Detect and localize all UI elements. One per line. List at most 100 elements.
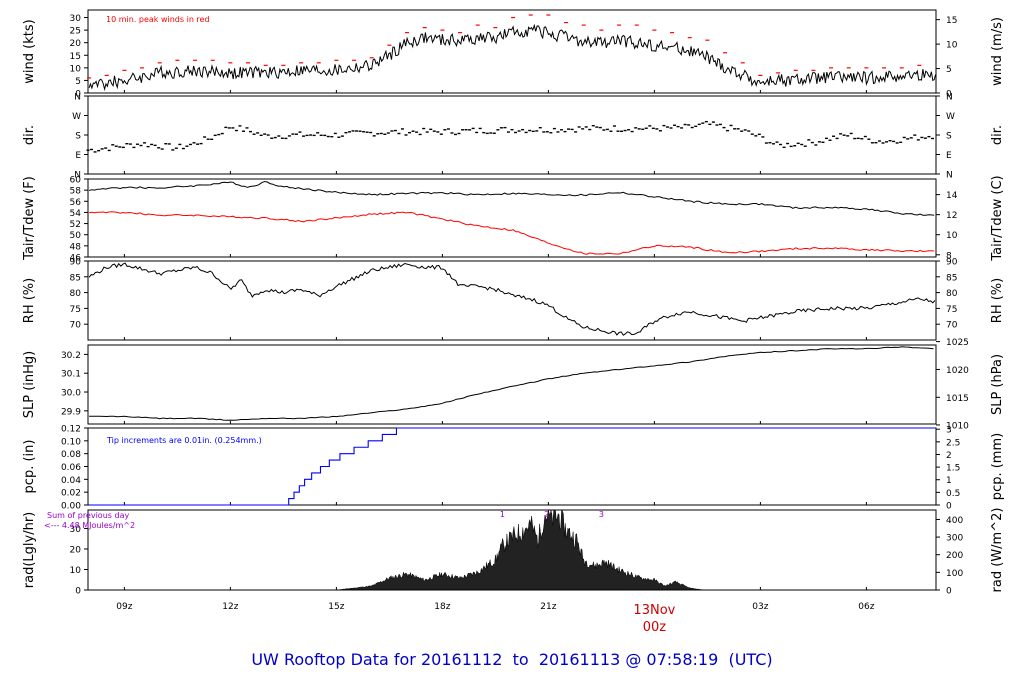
dir-point — [408, 131, 412, 134]
dir-point — [687, 124, 691, 126]
dir-point — [379, 132, 383, 135]
wind-line — [88, 23, 937, 92]
dir-point — [355, 130, 359, 132]
dir-point — [715, 124, 719, 126]
x-tick-label: 12z — [222, 602, 238, 612]
y-tick-label-right: 1020 — [946, 366, 969, 376]
dir-point — [90, 148, 94, 151]
x-tick-label: 21z — [540, 602, 556, 612]
dir-point — [241, 130, 245, 132]
dir-point — [517, 130, 521, 132]
dir-point — [376, 133, 380, 135]
dir-point — [457, 132, 461, 135]
y-tick-label-left: 52 — [70, 220, 81, 230]
y-tick-label-right: 1010 — [946, 421, 969, 431]
dir-point — [422, 127, 426, 130]
y-tick-label-left: 5 — [75, 77, 81, 87]
dir-point — [506, 131, 510, 133]
dir-point — [192, 142, 196, 144]
dir-point — [595, 126, 599, 128]
dir-point — [312, 134, 316, 137]
dir-point — [521, 128, 525, 131]
dir-point — [418, 133, 422, 136]
dir-point — [923, 137, 927, 139]
dir-point — [97, 149, 101, 152]
dir-point — [468, 129, 472, 131]
y-tick-label-right: 0 — [946, 90, 952, 100]
dir-point — [114, 145, 118, 147]
dir-point — [125, 143, 129, 145]
dir-point — [107, 149, 111, 152]
rad-annotation-line1: Sum of previous day — [47, 511, 129, 520]
x-tick-label: 06z — [858, 602, 874, 612]
y-axis-label-left: RH (%) — [22, 278, 37, 323]
y-tick-label-left: 25 — [70, 27, 81, 37]
dir-point — [86, 149, 90, 151]
dir-point — [453, 133, 457, 136]
y-tick-label-right: 70 — [946, 321, 958, 331]
dir-point — [655, 128, 659, 130]
dir-point — [563, 130, 567, 133]
dir-point — [665, 126, 669, 128]
y-tick-label-left: N — [74, 93, 81, 103]
pcp-annotation: Tip increments are 0.01in. (0.254mm.) — [106, 436, 262, 445]
dir-point — [280, 137, 284, 139]
y-tick-label-right: E — [946, 151, 952, 161]
x-tick-label: 09z — [116, 602, 132, 612]
y-tick-label-left: 20 — [70, 39, 82, 49]
y-tick-label-right: 3 — [946, 426, 952, 436]
y-tick-label-left: 30.2 — [61, 351, 81, 361]
dir-point — [100, 148, 104, 150]
y-tick-label-left: 10 — [70, 566, 82, 576]
dir-point — [644, 127, 648, 129]
dir-point — [757, 133, 761, 135]
y-tick-label-right: 90 — [946, 258, 958, 268]
dir-point — [485, 132, 489, 135]
dir-point — [676, 125, 680, 128]
dir-point — [863, 135, 867, 138]
dir-point — [839, 133, 843, 135]
dir-point — [188, 143, 192, 146]
y-tick-label-left: 0.00 — [61, 502, 81, 512]
dir-point — [588, 128, 592, 131]
dir-point — [832, 135, 836, 137]
dir-point — [817, 141, 821, 143]
dir-point — [178, 143, 182, 146]
y-tick-label-right: 400 — [946, 516, 963, 526]
dir-point — [824, 137, 828, 140]
y-tick-label-right: 1015 — [946, 394, 969, 404]
dir-point — [471, 127, 475, 130]
y-axis-label-right: SLP (hPa) — [990, 354, 1005, 415]
y-tick-label-right: 100 — [946, 569, 963, 579]
dir-point — [701, 122, 705, 124]
dir-point — [828, 139, 832, 141]
dir-point — [581, 128, 585, 130]
y-tick-label-right: 1.5 — [946, 464, 960, 474]
panel-4: 70 75 80 85 90 70 75 80 85 90 RH (%) RH (%) — [22, 258, 1005, 341]
chart-footer-title: UW Rooftop Data for 20161112 to 20161113… — [251, 650, 773, 669]
y-tick-label-left: 0.10 — [61, 437, 81, 447]
y-tick-label-right: W — [946, 112, 955, 122]
dir-point — [736, 128, 740, 130]
dir-point — [616, 130, 620, 132]
y-axis-label-left: wind (kts) — [22, 19, 37, 83]
dir-point — [856, 137, 860, 140]
dir-point — [273, 136, 277, 139]
dir-point — [591, 125, 595, 127]
panel-1: 0 5 10 15 20 25 30 0 5 10 15 wind (kts) wind (m/s) 10… — [22, 9, 1005, 100]
y-axis-label-right: RH (%) — [990, 278, 1005, 323]
y-tick-label-right: 80 — [946, 289, 958, 299]
y-tick-label-left: 30 — [70, 14, 82, 24]
dir-point — [559, 129, 563, 131]
dir-point — [386, 132, 390, 134]
dir-point — [234, 129, 238, 132]
dir-point — [309, 134, 313, 136]
dir-point — [708, 123, 712, 126]
dir-point — [528, 129, 532, 132]
dir-point — [906, 138, 910, 140]
dir-point — [143, 142, 147, 144]
y-axis-label-right: wind (m/s) — [990, 17, 1005, 86]
pcp-line — [89, 427, 936, 506]
y-tick-label-left: S — [75, 132, 81, 142]
